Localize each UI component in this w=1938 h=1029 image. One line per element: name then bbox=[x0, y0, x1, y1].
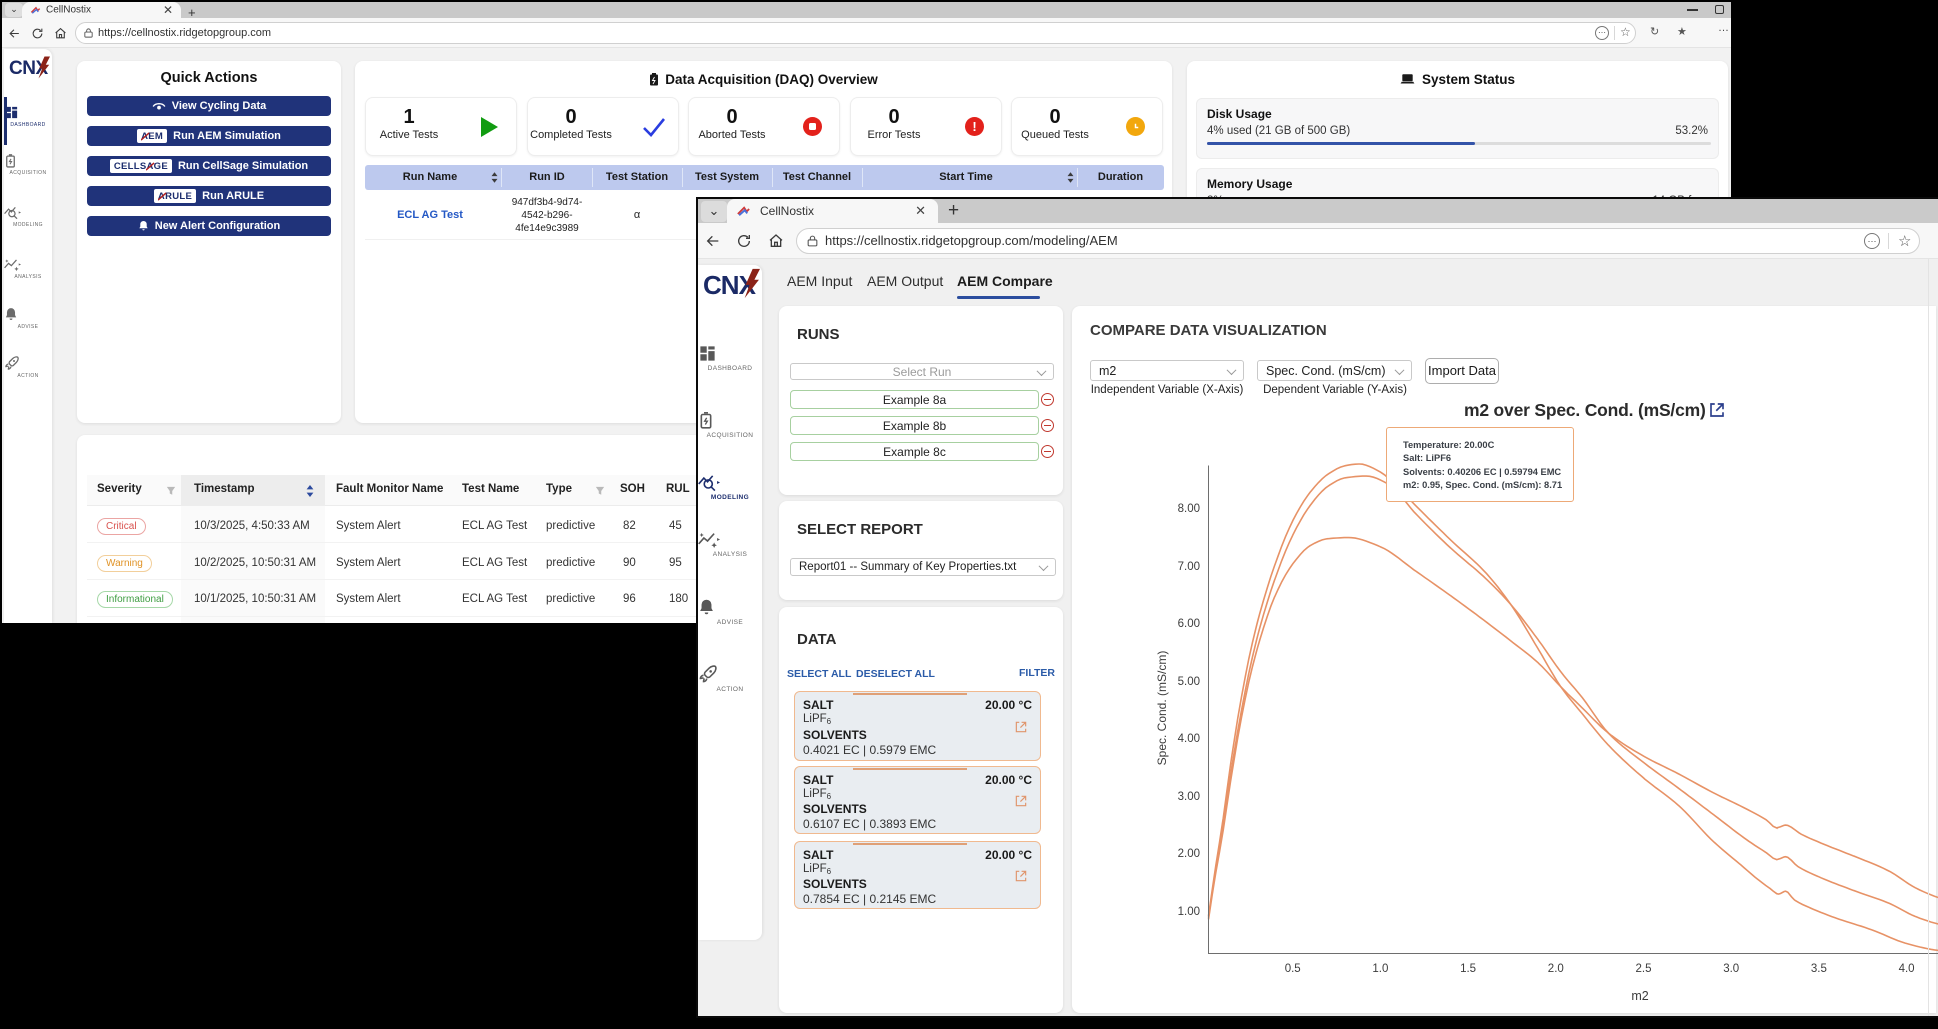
svg-text:2.5: 2.5 bbox=[1636, 963, 1652, 975]
svg-text:4.00: 4.00 bbox=[1178, 733, 1200, 745]
svg-text:2.0: 2.0 bbox=[1548, 963, 1564, 975]
svg-text:0.5: 0.5 bbox=[1285, 963, 1301, 975]
svg-text:7.00: 7.00 bbox=[1178, 561, 1200, 573]
svg-text:8.00: 8.00 bbox=[1178, 503, 1200, 515]
svg-text:3.5: 3.5 bbox=[1811, 963, 1827, 975]
svg-text:1.0: 1.0 bbox=[1372, 963, 1388, 975]
svg-text:Spec. Cond. (mS/cm): Spec. Cond. (mS/cm) bbox=[1155, 651, 1169, 766]
svg-text:1.5: 1.5 bbox=[1460, 963, 1476, 975]
svg-text:1.00: 1.00 bbox=[1178, 906, 1200, 918]
svg-text:2.00: 2.00 bbox=[1178, 848, 1200, 860]
svg-text:5.00: 5.00 bbox=[1178, 676, 1200, 688]
svg-text:4.0: 4.0 bbox=[1899, 963, 1915, 975]
svg-text:3.00: 3.00 bbox=[1178, 791, 1200, 803]
svg-text:m2: m2 bbox=[1631, 989, 1648, 1003]
svg-text:6.00: 6.00 bbox=[1178, 618, 1200, 630]
svg-text:3.0: 3.0 bbox=[1723, 963, 1739, 975]
